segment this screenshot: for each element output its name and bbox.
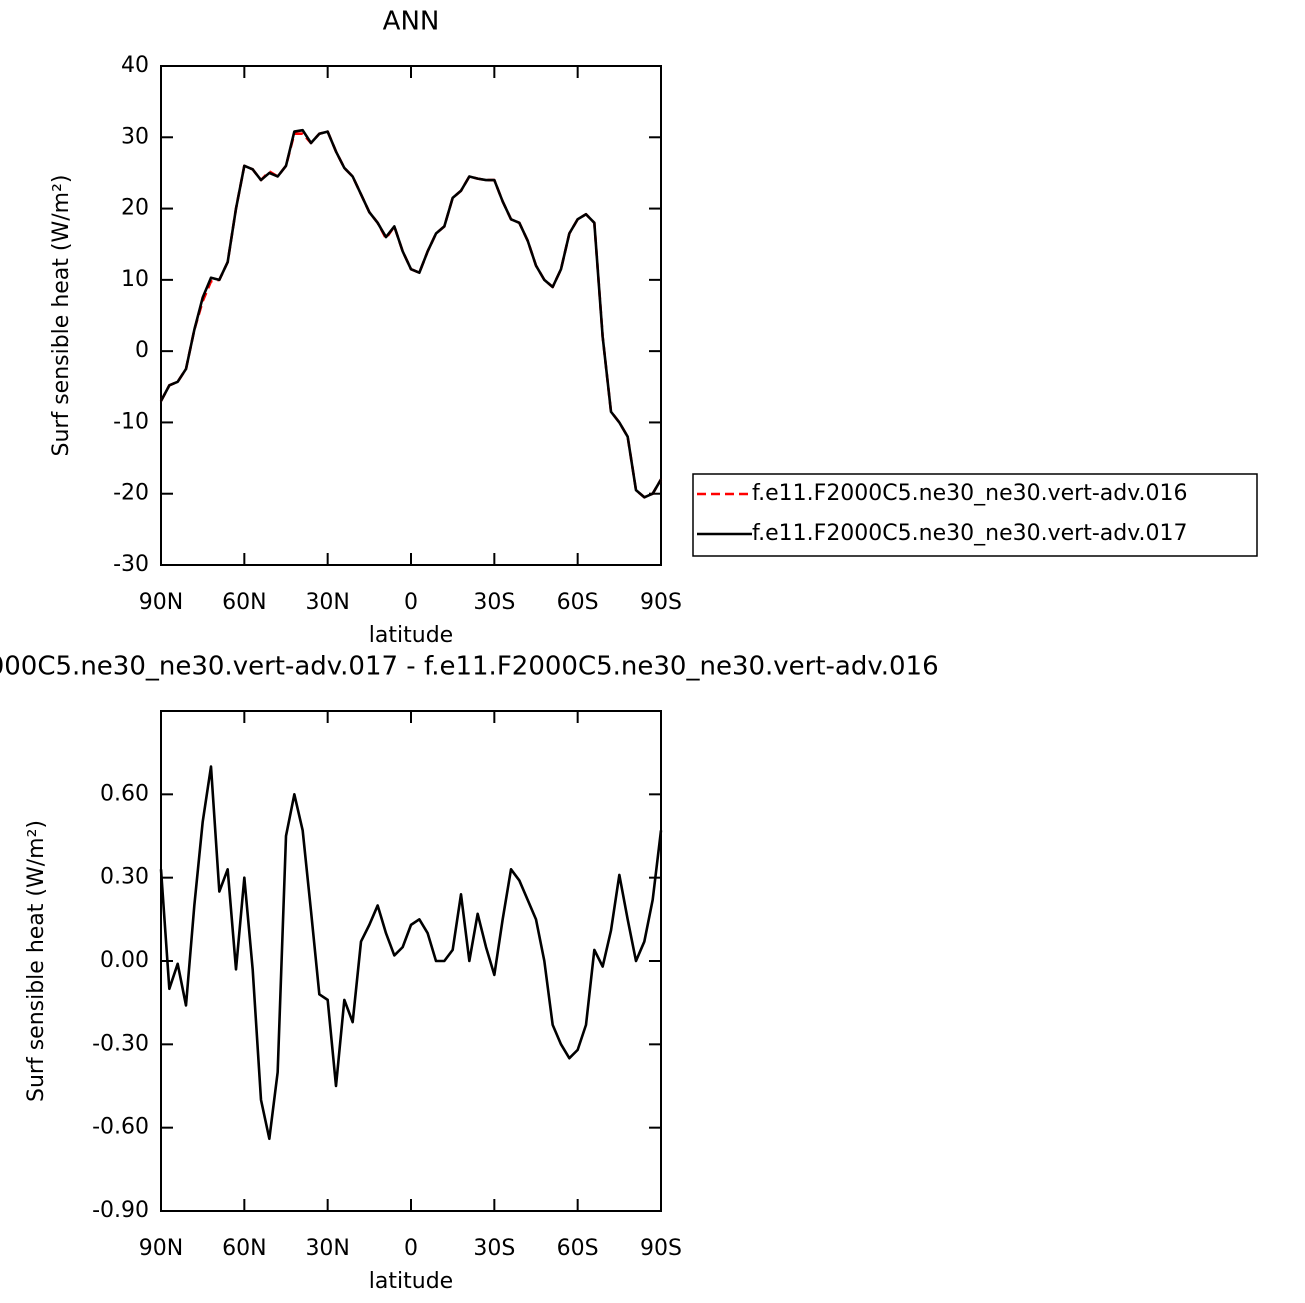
x-tick-label: 60S [557, 590, 599, 615]
x-tick-label: 60N [222, 590, 266, 615]
y-axis-label: Surf sensible heat (W/m²) [49, 175, 74, 457]
y-tick-label: -0.60 [92, 1115, 149, 1140]
y-tick-label: -30 [113, 552, 149, 577]
chart-title: f.e11.F2000C5.ne30_ne30.vert-adv.017 - f… [0, 652, 939, 682]
x-tick-label: 90S [640, 1236, 682, 1261]
x-tick-label: 60N [222, 1236, 266, 1261]
y-tick-label: 20 [121, 196, 149, 221]
x-tick-label: 90N [139, 1236, 183, 1261]
x-tick-label: 30N [305, 590, 349, 615]
y-tick-label: 30 [121, 124, 149, 149]
x-axis-label: latitude [369, 1269, 453, 1294]
x-tick-label: 90N [139, 590, 183, 615]
y-tick-label: 10 [121, 267, 149, 292]
y-tick-label: -0.90 [92, 1198, 149, 1223]
y-tick-label: 0.30 [100, 865, 149, 890]
y-tick-label: 0.60 [100, 781, 149, 806]
x-tick-label: 0 [404, 590, 418, 615]
legend-box [692, 473, 1258, 557]
x-axis-label: latitude [369, 623, 453, 648]
legend-label: f.e11.F2000C5.ne30_ne30.vert-adv.017 [752, 521, 1188, 546]
y-tick-label: -10 [113, 409, 149, 434]
y-tick-label: -0.30 [92, 1031, 149, 1056]
data-line [159, 130, 663, 499]
y-tick-label: 0 [135, 338, 149, 363]
data-line [159, 765, 663, 1141]
y-tick-label: 0.00 [100, 948, 149, 973]
chart-title: ANN [383, 7, 440, 37]
y-tick-label: 40 [121, 53, 149, 78]
x-tick-label: 30S [473, 590, 515, 615]
legend-label: f.e11.F2000C5.ne30_ne30.vert-adv.016 [752, 481, 1188, 506]
data-line [159, 128, 663, 499]
y-axis-label: Surf sensible heat (W/m²) [24, 820, 49, 1102]
plot-frame [160, 65, 662, 566]
x-tick-label: 30N [305, 1236, 349, 1261]
x-tick-label: 60S [557, 1236, 599, 1261]
x-tick-label: 0 [404, 1236, 418, 1261]
y-tick-label: -20 [113, 481, 149, 506]
x-tick-label: 90S [640, 590, 682, 615]
x-tick-label: 30S [473, 1236, 515, 1261]
